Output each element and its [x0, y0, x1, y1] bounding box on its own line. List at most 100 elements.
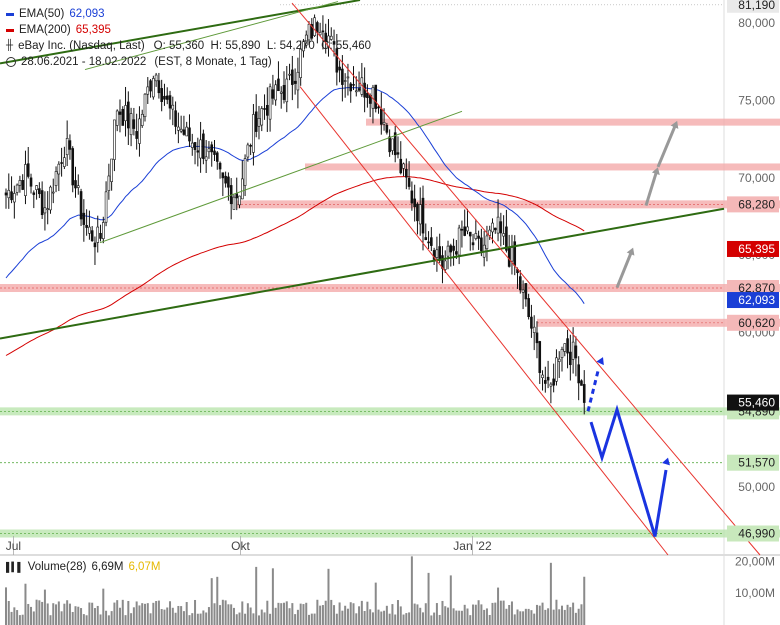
volume-bar [146, 603, 149, 625]
volume-bar [30, 606, 33, 625]
volume-bar [221, 599, 224, 625]
y-tick-label: 70,000 [738, 171, 775, 185]
volume-bar [246, 603, 249, 625]
volume-bar [41, 601, 44, 625]
candle-body [496, 216, 500, 234]
volume-bar [166, 607, 169, 625]
candle-body [324, 32, 328, 43]
volume-bar [452, 608, 455, 625]
volume-bar [74, 606, 77, 625]
candle-body [38, 188, 41, 195]
candle-body [204, 156, 208, 161]
candle-body [93, 242, 97, 248]
volume-bar [93, 608, 96, 625]
volume-bar [408, 612, 411, 625]
volume-bar [144, 603, 146, 625]
candle-body [296, 71, 300, 91]
candle-body [99, 232, 102, 239]
candle-body [127, 101, 130, 129]
candle-body [560, 349, 564, 358]
candle-body [32, 192, 36, 195]
candle-body [485, 235, 489, 250]
candle-body [499, 221, 503, 234]
candle-body [304, 34, 308, 46]
candle-body [391, 138, 394, 151]
volume-bar [466, 608, 469, 625]
volume-bar [491, 602, 494, 625]
candle-body [302, 41, 305, 52]
candle-body [132, 119, 136, 129]
candle-body [213, 150, 216, 155]
volume-bar [224, 600, 227, 625]
volume-bar [32, 611, 35, 625]
chart-legend: EMA(50) 62,093 EMA(200) 65,395 ╫ eBay Inc. … [6, 6, 371, 70]
y-tick-label: 50,000 [738, 480, 775, 494]
volume-label: Volume(28) [27, 561, 87, 573]
ema50-swatch [6, 12, 14, 16]
volume-bar [402, 614, 405, 625]
ema50-path [5, 86, 585, 304]
candle-body [279, 91, 283, 94]
volume-bar [469, 615, 472, 625]
volume-bar [85, 615, 88, 625]
volume-bar [16, 610, 19, 625]
candle-body [329, 35, 333, 40]
candle-body [538, 341, 542, 373]
candle-body [49, 186, 52, 211]
volume-bar [324, 600, 327, 625]
volume-bar [516, 609, 519, 625]
volume-bar [105, 610, 108, 625]
candle-body [430, 237, 433, 246]
volume-bar [91, 602, 94, 625]
upper-trendline [0, 0, 361, 65]
candle-body [524, 283, 528, 300]
candle-body [410, 190, 414, 204]
volume-bar [57, 601, 60, 625]
volume-bar [374, 582, 377, 625]
candle-body [468, 231, 472, 237]
candle-body [282, 85, 286, 100]
volume-bar [319, 605, 322, 625]
candle-body [146, 86, 150, 95]
volume-bar [416, 604, 419, 625]
volume-bar [130, 613, 133, 625]
volume-bar [313, 613, 316, 625]
volume-bar [485, 608, 488, 625]
volume-bar [188, 615, 191, 625]
volume-bar [77, 606, 80, 625]
candle-body [418, 204, 422, 225]
candle-body [493, 227, 497, 231]
volume-bar [424, 603, 427, 625]
period-range: 28.06.2021 - 18.02.2022 [21, 56, 147, 68]
candle-body [121, 108, 125, 126]
volume-bar [257, 615, 260, 625]
volume-bar [249, 607, 252, 625]
volume-bar [80, 608, 83, 625]
volume-bar [355, 613, 358, 625]
candle-body [332, 41, 336, 45]
volume-bar [580, 604, 583, 625]
volume-bar [563, 609, 566, 625]
volume-bar [497, 587, 500, 625]
volume-bar [310, 613, 313, 625]
candle-body [463, 226, 467, 236]
volume-bar [10, 611, 13, 625]
candle-body [460, 228, 464, 231]
candle-body [71, 148, 75, 186]
candle-body [299, 48, 302, 78]
volume-bar [7, 601, 10, 625]
candle-body [268, 86, 272, 120]
volume-bar [196, 613, 199, 625]
candle-body [124, 105, 127, 122]
projection-path [589, 404, 668, 537]
candle-body [452, 245, 455, 251]
x-tick-label: Jan '22 [453, 539, 492, 553]
candle-body [480, 237, 483, 252]
volume-bar [24, 583, 27, 625]
volume-bar [527, 608, 530, 625]
candle-body [385, 124, 389, 133]
candle-body [271, 89, 275, 99]
candle-body [110, 158, 113, 182]
candle-body [518, 276, 522, 291]
candle-body [118, 111, 122, 115]
